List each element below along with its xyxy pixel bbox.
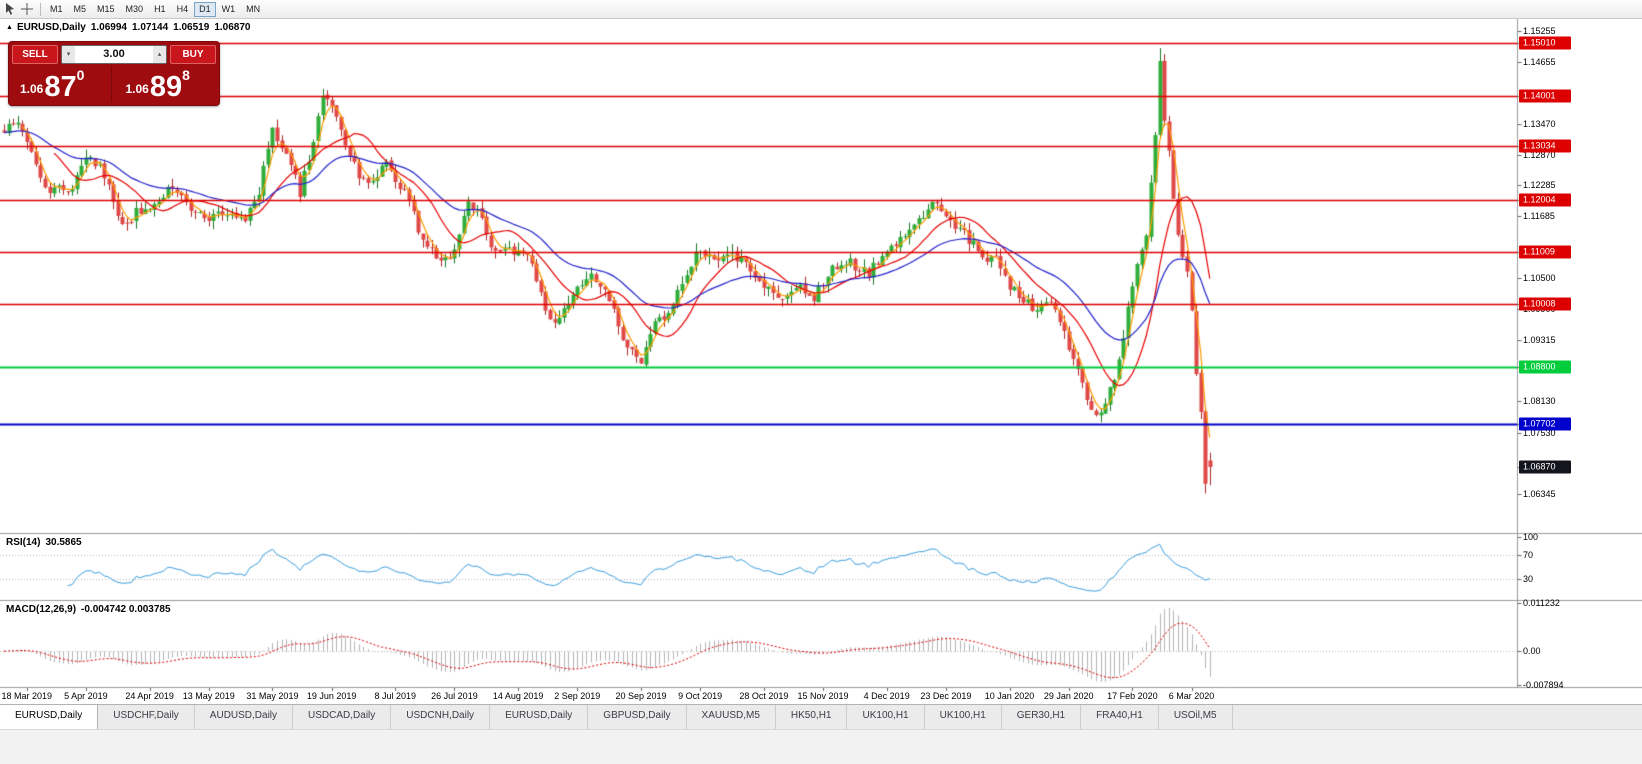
timeframe-m30[interactable]: M30 (121, 2, 149, 17)
tab-usdchf-daily[interactable]: USDCHF,Daily (98, 705, 195, 729)
tab-eurusd-daily-2[interactable]: EURUSD,Daily (490, 705, 589, 729)
volume-decrease-button[interactable]: ▾ (62, 46, 75, 63)
chart-region: ▲ EURUSD,Daily 1.06994 1.07144 1.06519 1.0687… (0, 19, 1642, 704)
price-level-badge[interactable]: 1.10008 (1519, 297, 1571, 311)
cursor-icon[interactable] (2, 2, 18, 17)
timeframe-m15[interactable]: M15 (92, 2, 120, 17)
buy-price-pips: 89 (149, 71, 183, 103)
price-level-badge[interactable]: 1.12004 (1519, 193, 1571, 207)
top-toolbar: M1 M5 M15 M30 H1 H4 D1 W1 MN (0, 0, 1642, 19)
tab-usoil-m5[interactable]: USOil,M5 (1159, 705, 1233, 729)
tab-usdcad-daily[interactable]: USDCAD,Daily (293, 705, 392, 729)
timeframe-d1[interactable]: D1 (194, 1, 216, 17)
one-click-controls: SELL ▾ 3.00 ▴ BUY (12, 45, 216, 64)
sell-price-point: 0 (76, 67, 85, 83)
tab-hk50-h1[interactable]: HK50,H1 (776, 705, 848, 729)
bottom-strip (0, 729, 1642, 764)
volume-increase-button[interactable]: ▴ (153, 46, 166, 63)
buy-price-display[interactable]: 1.06 89 8 (110, 66, 217, 103)
price-level-badge[interactable]: 1.13034 (1519, 139, 1571, 153)
toolbar-separator (40, 2, 41, 16)
price-level-badge[interactable]: 1.15010 (1519, 36, 1571, 50)
bid-price-badge: 1.06870 (1519, 460, 1571, 474)
price-level-badge[interactable]: 1.11009 (1519, 245, 1571, 259)
tab-eurusd-daily[interactable]: EURUSD,Daily (0, 705, 99, 729)
one-click-trading-panel: SELL ▾ 3.00 ▴ BUY 1.06 87 0 1.06 (8, 41, 220, 106)
tab-xauusd-m5[interactable]: XAUUSD,M5 (687, 705, 776, 729)
buy-price-point: 8 (182, 67, 190, 83)
tab-fra40-h1[interactable]: FRA40,H1 (1081, 705, 1159, 729)
sell-price-display[interactable]: 1.06 87 0 (12, 66, 111, 102)
tab-uk100-h1[interactable]: UK100,H1 (847, 705, 925, 729)
chart-tabs-bar: EURUSD,Daily USDCHF,Daily AUDUSD,Daily U… (0, 704, 1642, 729)
price-chart-canvas[interactable] (0, 19, 1642, 704)
timeframe-w1[interactable]: W1 (217, 2, 241, 17)
tab-usdcnh-daily[interactable]: USDCNH,Daily (391, 705, 491, 729)
tab-ger30-h1[interactable]: GER30,H1 (1002, 705, 1082, 729)
buy-price-bigfigure: 1.06 (125, 82, 149, 96)
price-level-badge[interactable]: 1.07702 (1519, 417, 1571, 431)
timeframe-mn[interactable]: MN (241, 2, 265, 17)
tab-audusd-daily[interactable]: AUDUSD,Daily (195, 705, 294, 729)
price-level-badge[interactable]: 1.08800 (1519, 360, 1571, 374)
volume-control: ▾ 3.00 ▴ (61, 45, 167, 64)
timeframe-h1[interactable]: H1 (149, 2, 171, 17)
sell-price-bigfigure: 1.06 (20, 82, 44, 96)
crosshair-icon[interactable] (19, 2, 35, 17)
tab-uk100-h1-2[interactable]: UK100,H1 (925, 705, 1002, 729)
price-level-badge[interactable]: 1.14001 (1519, 89, 1571, 103)
tab-gbpusd-daily[interactable]: GBPUSD,Daily (588, 705, 687, 729)
timeframe-h4[interactable]: H4 (172, 2, 194, 17)
timeframe-m5[interactable]: M5 (69, 2, 92, 17)
volume-input[interactable]: 3.00 (103, 48, 125, 60)
one-click-quotes: 1.06 87 0 1.06 89 8 (12, 66, 216, 102)
sell-button[interactable]: SELL (12, 45, 58, 64)
sell-price-pips: 87 (44, 71, 77, 103)
timeframe-m1[interactable]: M1 (45, 2, 68, 17)
buy-button[interactable]: BUY (170, 45, 216, 64)
